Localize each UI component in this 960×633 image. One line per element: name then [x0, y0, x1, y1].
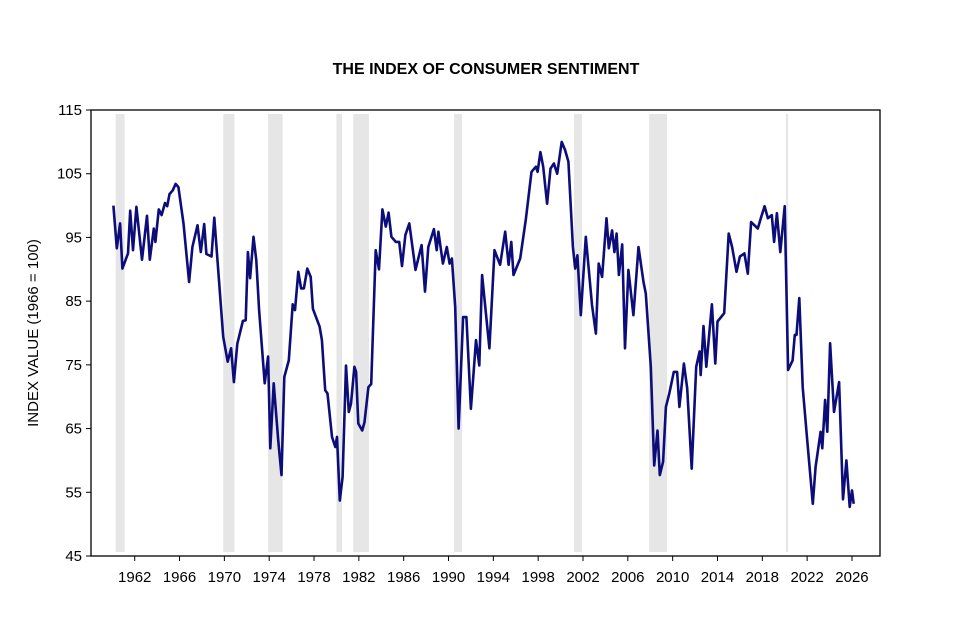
recession-band: [353, 114, 369, 552]
y-tick-label: 55: [65, 484, 82, 501]
x-tick-label: 1986: [387, 569, 420, 586]
recession-bands: [115, 114, 789, 552]
x-tick-label: 2014: [701, 569, 734, 586]
y-tick-label: 115: [58, 102, 82, 119]
x-tick-label: 1962: [118, 569, 151, 586]
recession-band: [115, 114, 125, 552]
x-tick-label: 1978: [297, 569, 330, 586]
y-tick-label: 105: [57, 166, 82, 183]
recession-band: [574, 114, 582, 552]
x-tick-label: 2026: [835, 569, 868, 586]
y-tick-label: 75: [65, 357, 82, 374]
x-tick-label: 1966: [163, 569, 196, 586]
recession-band: [336, 114, 343, 552]
x-tick-label: 1974: [253, 569, 286, 586]
sentiment-series-line: [112, 140, 855, 509]
chart-title: THE INDEX OF CONSUMER SENTIMENT: [333, 61, 640, 78]
x-tick-label: 2006: [611, 569, 644, 586]
x-tick-label: 2010: [656, 569, 689, 586]
x-tick-label: 1982: [342, 569, 375, 586]
x-tick-label: 1994: [477, 569, 510, 586]
plot-area-border: [90, 109, 881, 557]
x-axis: 1962 1966 1970 1974 1978 1982 1986 1990 1994 1998…: [118, 556, 869, 586]
y-tick-label: 65: [65, 421, 82, 438]
x-tick-label: 2022: [790, 569, 823, 586]
y-axis-label: INDEX VALUE (1966 = 100): [25, 239, 42, 427]
recession-band: [223, 114, 235, 552]
recession-band: [649, 114, 668, 552]
recession-band: [268, 114, 283, 552]
y-axis: 45 55 65 75 85 95 105 115: [57, 102, 91, 565]
y-tick-label: 85: [65, 293, 82, 310]
y-tick-label: 95: [65, 229, 82, 246]
y-tick-label: 45: [65, 548, 82, 565]
x-tick-label: 2018: [746, 569, 779, 586]
x-tick-label: 1998: [521, 569, 554, 586]
recession-band: [454, 114, 462, 552]
x-tick-label: 1990: [432, 569, 465, 586]
x-tick-label: 1970: [208, 569, 241, 586]
x-tick-label: 2002: [566, 569, 599, 586]
